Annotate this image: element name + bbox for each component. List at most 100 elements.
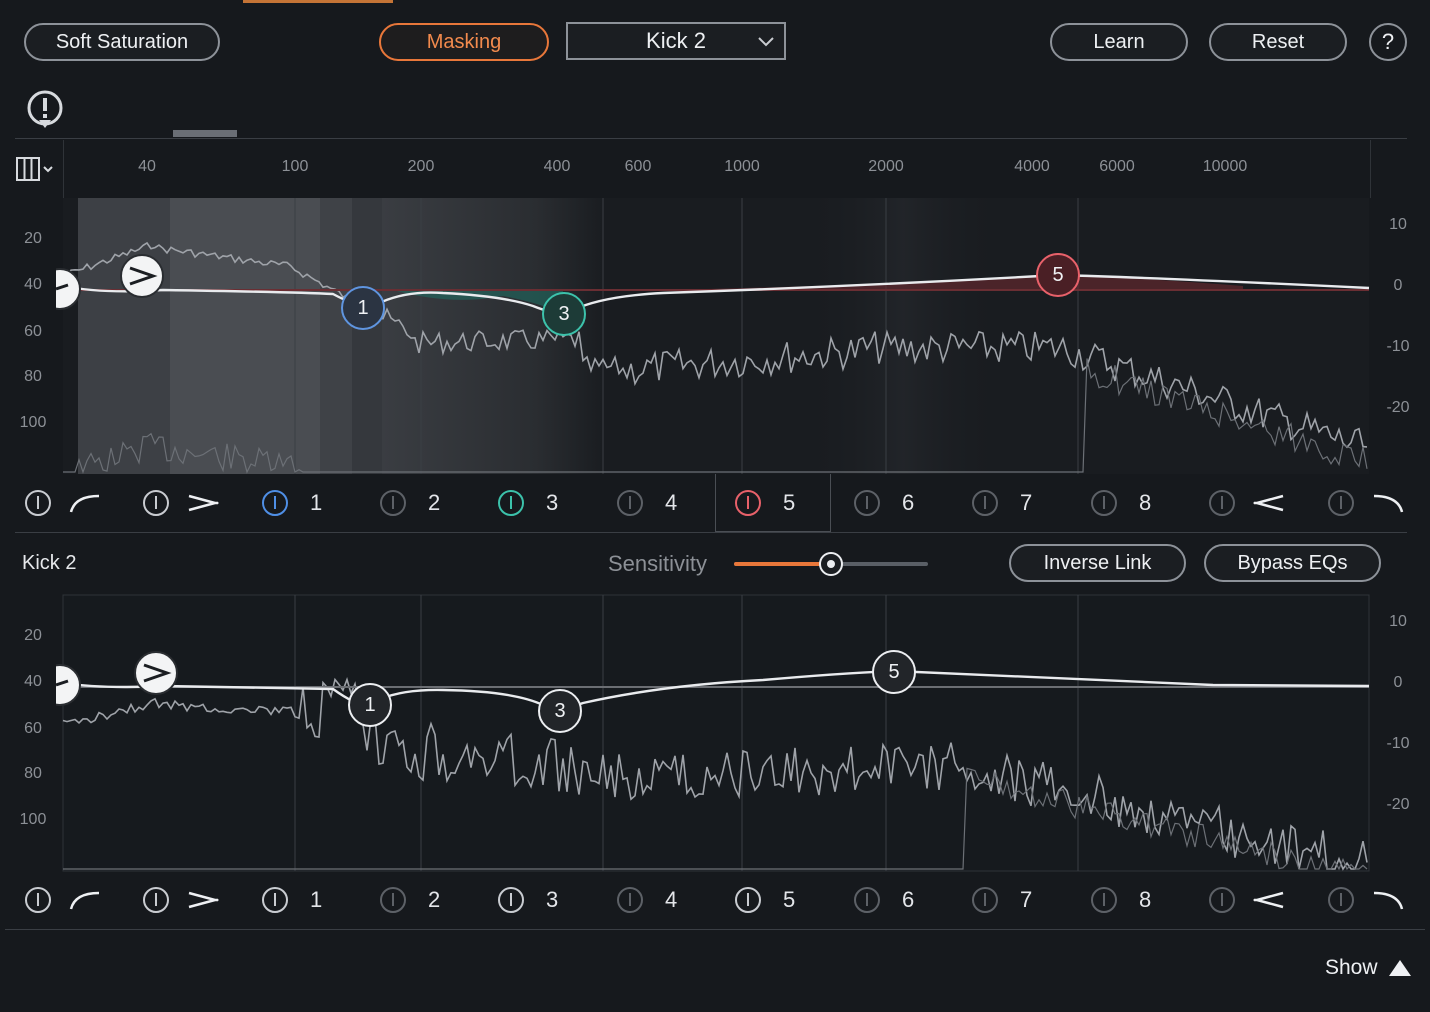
node-5-bottom[interactable]: 5 [872, 650, 916, 694]
power-icon[interactable] [1328, 887, 1354, 913]
band-number: 1 [310, 490, 323, 515]
band-2-top[interactable]: 2 [380, 474, 440, 532]
power-icon[interactable] [498, 490, 524, 516]
power-icon[interactable] [380, 887, 406, 913]
band-row-bottom: 1 2 3 4 5 6 7 8 [0, 871, 1406, 929]
band-number: 1 [310, 887, 323, 912]
power-icon[interactable] [25, 490, 51, 516]
learn-button[interactable]: Learn [1050, 23, 1188, 61]
band-1-top[interactable]: 1 [262, 474, 322, 532]
level-label: 20 [24, 230, 42, 247]
band-6-top[interactable]: 6 [854, 474, 914, 532]
band-5-bottom[interactable]: 5 [735, 871, 795, 929]
power-icon[interactable] [735, 887, 761, 913]
node-1-bottom[interactable]: 1 [348, 683, 392, 727]
low-pass-band-top[interactable] [1328, 474, 1404, 532]
low-pass-band-bottom[interactable] [1328, 871, 1404, 929]
power-icon[interactable] [498, 887, 524, 913]
triangle-up-icon [1388, 960, 1411, 976]
top-section-divider [15, 532, 1407, 533]
low-shelf-node-bottom[interactable] [133, 650, 179, 696]
help-button[interactable]: ? [1369, 23, 1407, 61]
frequency-label: 10000 [1202, 158, 1248, 175]
sensitivity-slider[interactable] [734, 552, 928, 576]
band-7-bottom[interactable]: 7 [972, 871, 1032, 929]
band-5-top[interactable]: 5 [735, 474, 795, 532]
masking-graph-top[interactable] [62, 198, 1370, 474]
overview-range-marker[interactable] [173, 130, 237, 137]
masking-button[interactable]: Masking [379, 23, 549, 61]
power-icon[interactable] [25, 887, 51, 913]
grid-top [294, 198, 1079, 474]
low-pass-icon [1373, 494, 1404, 513]
power-icon[interactable] [972, 887, 998, 913]
source-dropdown[interactable]: Kick 2 [566, 22, 786, 60]
power-icon[interactable] [262, 490, 288, 516]
frequency-label: 100 [281, 158, 309, 175]
high-pass-node-top[interactable] [56, 266, 82, 312]
alert-icon[interactable] [25, 90, 65, 130]
band-7-top[interactable]: 7 [972, 474, 1032, 532]
low-shelf-node-top[interactable] [119, 253, 165, 299]
power-icon[interactable] [1328, 490, 1354, 516]
power-icon[interactable] [1209, 887, 1235, 913]
sensitivity-knob[interactable] [819, 552, 843, 576]
power-icon[interactable] [617, 887, 643, 913]
high-shelf-band-top[interactable] [1209, 474, 1285, 532]
power-icon[interactable] [143, 887, 169, 913]
high-shelf-band-bottom[interactable] [1209, 871, 1285, 929]
band-3-top[interactable]: 3 [498, 474, 558, 532]
band-8-top[interactable]: 8 [1091, 474, 1151, 532]
high-pass-band-top[interactable] [25, 474, 101, 532]
band-number: 7 [1020, 887, 1033, 912]
power-icon[interactable] [1209, 490, 1235, 516]
low-shelf-band-top[interactable] [143, 474, 219, 532]
gain-label: 10 [1389, 613, 1407, 630]
high-pass-node-bottom[interactable] [56, 662, 82, 708]
low-pass-icon [1373, 891, 1404, 910]
node-5-top[interactable]: 5 [1036, 253, 1080, 297]
column-view-icon [16, 157, 53, 181]
band-number: 7 [1020, 490, 1033, 515]
band-2-bottom[interactable]: 2 [380, 871, 440, 929]
power-icon[interactable] [972, 490, 998, 516]
reset-button[interactable]: Reset [1209, 23, 1347, 61]
frequency-label: 2000 [868, 158, 904, 175]
band-4-top[interactable]: 4 [617, 474, 677, 532]
power-icon[interactable] [617, 490, 643, 516]
bypass-eqs-button[interactable]: Bypass EQs [1204, 544, 1381, 582]
show-button[interactable]: Show [1325, 954, 1412, 982]
power-icon[interactable] [143, 490, 169, 516]
power-icon[interactable] [854, 490, 880, 516]
node-3-top[interactable]: 3 [542, 292, 586, 336]
node-1-top[interactable]: 1 [341, 286, 385, 330]
band-row-top: 1 2 3 4 5 6 7 8 [0, 474, 1406, 532]
power-icon[interactable] [380, 490, 406, 516]
band-6-bottom[interactable]: 6 [854, 871, 914, 929]
gain-label: -10 [1386, 338, 1410, 355]
band-3-bottom[interactable]: 3 [498, 871, 558, 929]
show-label: Show [1325, 956, 1378, 979]
frequency-label: 600 [624, 158, 652, 175]
power-icon[interactable] [735, 490, 761, 516]
band-4-bottom[interactable]: 4 [617, 871, 677, 929]
high-pass-band-bottom[interactable] [25, 871, 101, 929]
power-icon[interactable] [1091, 887, 1117, 913]
power-icon[interactable] [854, 887, 880, 913]
band-1-bottom[interactable]: 1 [262, 871, 322, 929]
power-icon[interactable] [1091, 490, 1117, 516]
low-shelf-band-bottom[interactable] [143, 871, 219, 929]
track-name: Kick 2 [22, 552, 77, 574]
node-3-bottom[interactable]: 3 [538, 689, 582, 733]
inverse-link-button[interactable]: Inverse Link [1009, 544, 1186, 582]
power-icon[interactable] [262, 887, 288, 913]
soft-saturation-button[interactable]: Soft Saturation [24, 23, 220, 61]
level-label: 60 [24, 720, 42, 737]
band-8-bottom[interactable]: 8 [1091, 871, 1151, 929]
masking-graph-bottom[interactable] [62, 594, 1370, 872]
high-pass-icon [69, 891, 100, 910]
column-view-button[interactable] [16, 156, 58, 184]
sensitivity-label: Sensitivity [608, 551, 708, 576]
frequency-label: 1000 [724, 158, 760, 175]
band-number: 4 [665, 490, 678, 515]
